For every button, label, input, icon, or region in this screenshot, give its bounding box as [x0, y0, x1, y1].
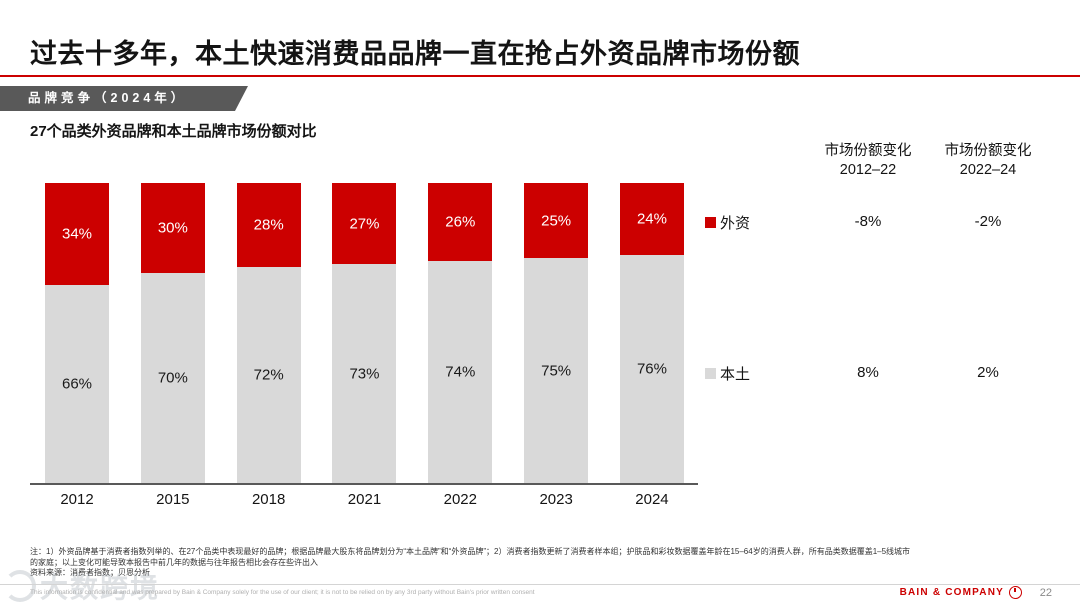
change-local-2022-24: 2%: [977, 364, 999, 381]
bar-value-label: 25%: [541, 212, 572, 229]
bar-value-label: 72%: [253, 366, 284, 384]
legend-label-foreign: 外资: [720, 215, 751, 232]
title-divider: [0, 75, 1080, 77]
column-header-2022-24: 市场份额变化 2022–24: [926, 142, 1050, 180]
bar-value-label: 74%: [445, 363, 476, 381]
bar-value-label: 34%: [61, 225, 93, 243]
bar-column: 30% 70% 2015: [140, 183, 205, 508]
x-axis-label: 2024: [635, 491, 669, 508]
legend-swatch-local: [705, 368, 716, 379]
footnotes: 注：1）外资品牌基于消费者指数列举的、在27个品类中表现最好的品牌；根据品牌最大…: [30, 547, 1060, 579]
brand-logo-text: BAIN & COMPANY: [899, 587, 1004, 598]
x-axis-label: 2015: [156, 491, 190, 508]
bar-value-label: 73%: [349, 365, 380, 382]
bar-stack: 28% 72%: [236, 183, 301, 483]
x-axis-label: 2022: [443, 491, 477, 508]
bar-segment-本土: 74%: [428, 261, 493, 483]
x-axis-label: 2023: [539, 491, 573, 508]
source-line: 资料来源：消费者指数；贝恩分析: [30, 568, 150, 577]
bar-column: 28% 72% 2018: [236, 183, 301, 508]
brand-block: BAIN & COMPANY: [900, 586, 1022, 599]
bar-column: 34% 66% 2012: [45, 183, 109, 508]
column-header-2012-22: 市场份额变化 2012–22: [806, 142, 930, 180]
bar-stack: 34% 66%: [45, 183, 109, 483]
bar-segment-本土: 76%: [619, 255, 684, 483]
footer-disclaimer: This information is confidential and was…: [30, 589, 535, 596]
column-header-label: 市场份额变化: [824, 143, 912, 159]
legend-item-foreign: 外资: [705, 212, 750, 233]
x-axis-label: 2018: [251, 491, 286, 508]
chart-title: 27个品类外资品牌和本土品牌市场份额对比: [30, 123, 317, 140]
x-axis-line: [30, 483, 698, 485]
bar-column: 25% 75% 2023: [524, 183, 589, 508]
bar-stack: 27% 73%: [332, 183, 397, 483]
change-foreign-2012-22: -8%: [854, 213, 882, 230]
bar-stack: 25% 75%: [524, 183, 589, 483]
bar-value-label: 70%: [157, 369, 188, 387]
bar-segment-本土: 75%: [524, 258, 589, 483]
bar-segment-本土: 72%: [236, 267, 301, 483]
bar-segment-本土: 70%: [140, 273, 205, 483]
page-title: 过去十多年，本土快速消费品品牌一直在抢占外资品牌市场份额: [30, 39, 800, 69]
bar-value-label: 26%: [445, 213, 476, 231]
brand-compass-icon: [1009, 586, 1022, 599]
bar-segment-外资: 27%: [332, 183, 397, 264]
page-number: 22: [1039, 587, 1052, 599]
bar-segment-外资: 30%: [140, 183, 205, 273]
column-header-period: 2012–22: [839, 162, 897, 178]
bar-segment-外资: 24%: [619, 183, 684, 255]
bar-column: 27% 73% 2021: [332, 183, 397, 508]
legend-swatch-foreign: [705, 217, 716, 228]
section-kicker: 品牌竞争（2024年）: [0, 86, 248, 111]
footer-divider: [0, 584, 1080, 585]
bar-segment-外资: 28%: [236, 183, 301, 267]
change-local-2012-22: 8%: [857, 364, 879, 381]
bar-value-label: 24%: [636, 210, 667, 228]
x-axis-label: 2021: [347, 491, 382, 508]
bar-chart: 34% 66% 2012 30% 70% 2015 28% 72% 2018 27% 73% 2021…: [30, 183, 698, 508]
bar-value-label: 28%: [253, 216, 284, 234]
bar-segment-外资: 34%: [45, 183, 109, 285]
bar-stack: 26% 74%: [428, 183, 493, 483]
bar-value-label: 27%: [349, 215, 380, 232]
bar-segment-本土: 73%: [332, 264, 397, 483]
x-axis-label: 2012: [60, 491, 94, 508]
footnote-line-1: 注：1）外资品牌基于消费者指数列举的、在27个品类中表现最好的品牌；根据品牌最大…: [30, 547, 911, 556]
bar-segment-本土: 66%: [45, 285, 109, 483]
column-header-period: 2022–24: [959, 162, 1017, 178]
bar-value-label: 30%: [157, 219, 188, 237]
bar-column: 24% 76% 2024: [619, 183, 684, 508]
bar-value-label: 66%: [61, 375, 93, 393]
bar-stack: 30% 70%: [140, 183, 205, 483]
column-header-label: 市场份额变化: [944, 143, 1032, 159]
footnote-line-2: 的家庭；以上变化可能导致本报告中前几年的数据与往年报告相比会存在些许出入: [30, 557, 318, 567]
bar-segment-外资: 25%: [524, 183, 589, 258]
bar-segment-外资: 26%: [428, 183, 493, 261]
change-foreign-2022-24: -2%: [974, 213, 1002, 230]
bar-value-label: 75%: [541, 362, 572, 379]
bar-column: 26% 74% 2022: [428, 183, 493, 508]
bar-value-label: 76%: [636, 360, 667, 378]
legend-item-local: 本土: [705, 363, 750, 384]
legend-label-local: 本土: [720, 366, 751, 383]
bar-stack: 24% 76%: [619, 183, 684, 483]
